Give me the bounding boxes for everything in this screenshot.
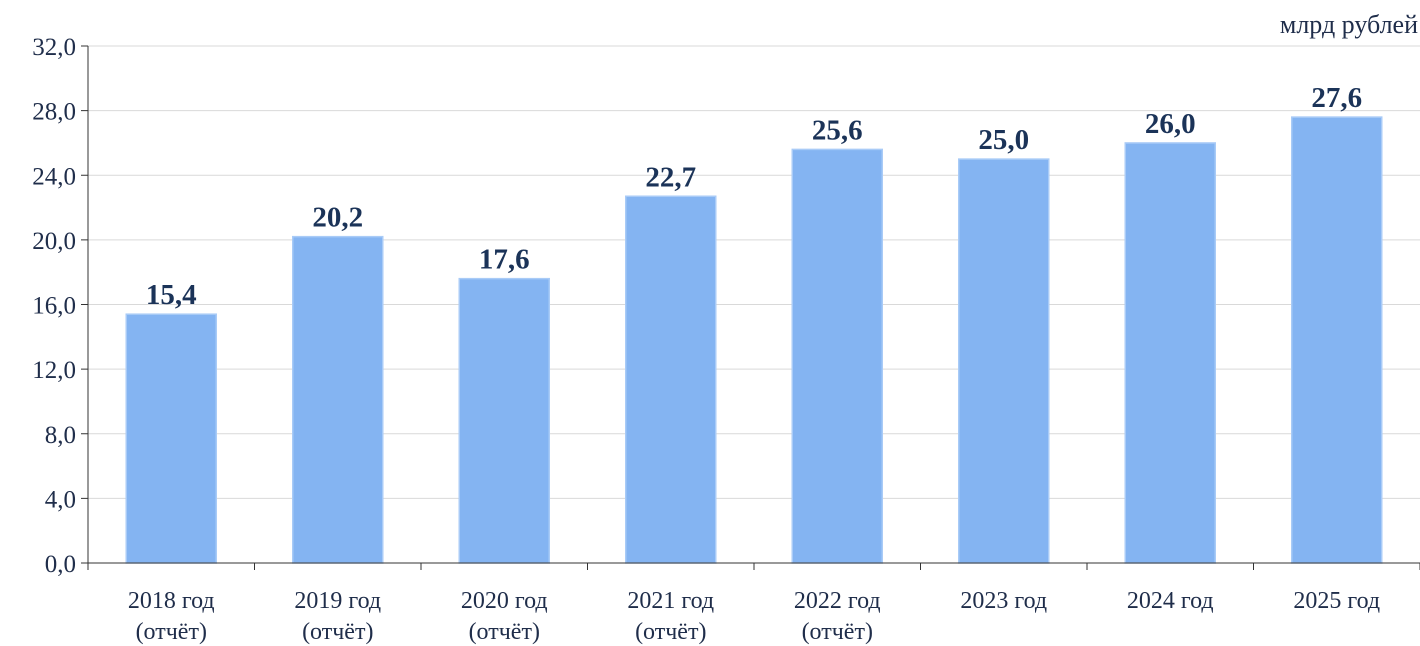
y-tick-label: 32,0 — [32, 34, 76, 61]
bar — [125, 313, 217, 564]
y-tick-label: 8,0 — [45, 422, 76, 449]
x-tick-label: 2022 год (отчёт) — [794, 588, 881, 645]
bar — [458, 277, 550, 564]
y-tick-label: 16,0 — [32, 293, 76, 320]
axes — [81, 45, 1420, 570]
data-labels: 15,4 20,2 17,6 22,7 25,6 25,0 26,0 27,6 — [146, 82, 1362, 311]
data-label: 27,6 — [1311, 82, 1362, 114]
y-tick-label: 20,0 — [32, 228, 76, 255]
bar — [791, 148, 883, 564]
data-label: 15,4 — [146, 279, 197, 311]
x-tick-label: 2023 год — [960, 588, 1047, 614]
x-tick-label: 2020 год (отчёт) — [461, 588, 548, 645]
x-axis-ticks: 2018 год (отчёт) 2019 год (отчёт) 2020 год (о… — [128, 588, 1380, 645]
unit-label: млрд рублей — [1279, 10, 1418, 39]
bar — [292, 235, 384, 564]
y-tick-label: 28,0 — [32, 99, 76, 126]
x-tick-label: 2021 год (отчёт) — [627, 588, 714, 645]
x-tick-label: 2025 год — [1293, 588, 1380, 614]
bar — [1291, 116, 1383, 564]
data-label: 26,0 — [1145, 108, 1196, 140]
data-label: 17,6 — [479, 244, 530, 276]
data-label: 20,2 — [312, 202, 363, 234]
data-label: 25,6 — [812, 114, 863, 146]
bar — [1124, 142, 1216, 564]
x-tick-label: 2024 год — [1127, 588, 1214, 614]
y-tick-label: 12,0 — [32, 357, 76, 384]
x-tick-label: 2019 год (отчёт) — [294, 588, 381, 645]
y-tick-label: 0,0 — [45, 551, 76, 578]
bar — [958, 158, 1050, 564]
y-tick-label: 24,0 — [32, 163, 76, 190]
bar — [625, 195, 717, 564]
data-label: 22,7 — [645, 161, 696, 193]
y-tick-label: 4,0 — [45, 486, 76, 513]
grid-lines — [88, 45, 1420, 499]
bars — [125, 116, 1383, 564]
data-label: 25,0 — [978, 124, 1029, 156]
x-tick-label: 2018 год (отчёт) — [128, 588, 215, 645]
y-axis-ticks: 0,0 4,0 8,0 12,0 16,0 20,0 24,0 28,0 32,0 — [32, 34, 76, 578]
